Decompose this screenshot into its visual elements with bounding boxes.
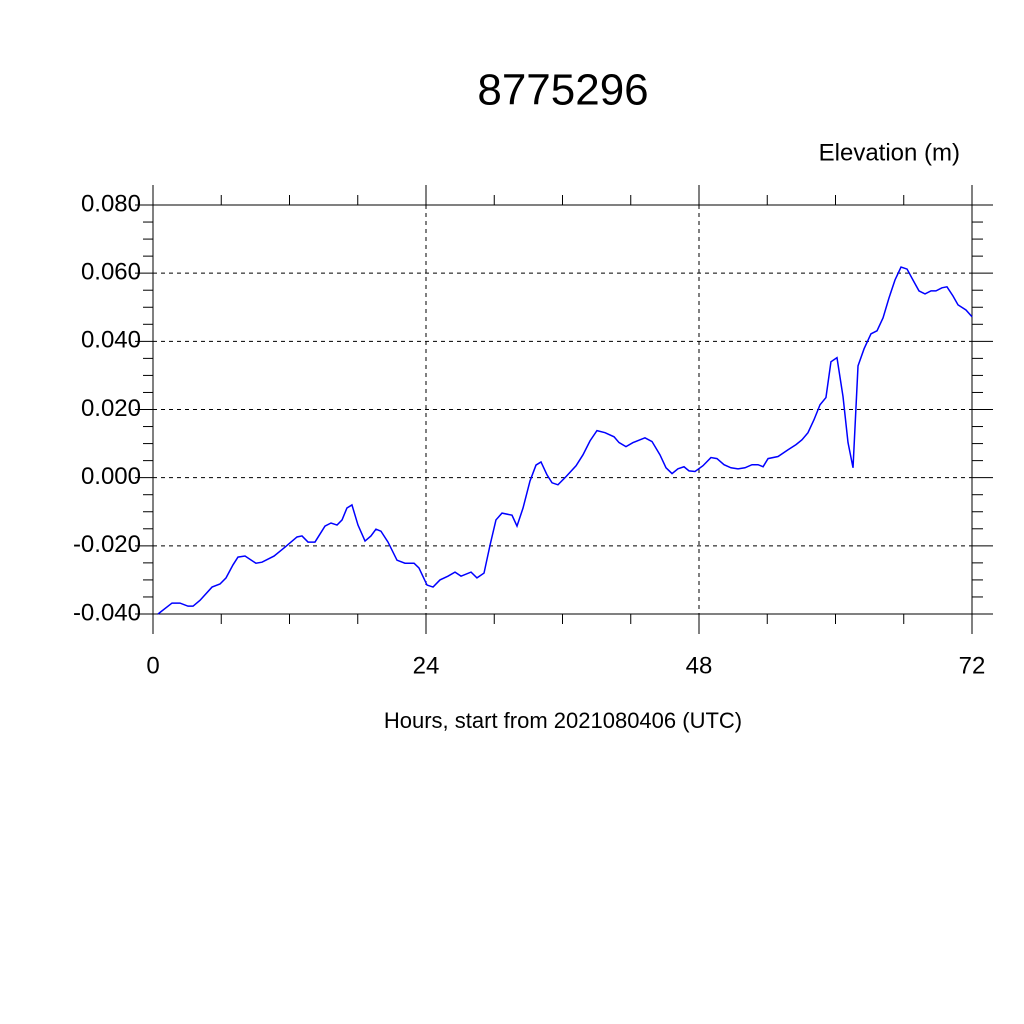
chart-title: 8775296 — [477, 66, 648, 115]
y-tick-label: 0.040 — [81, 327, 141, 354]
x-tick-label: 24 — [413, 652, 440, 679]
y-tick-label: 0.020 — [81, 395, 141, 422]
y-tick-label: 0.060 — [81, 259, 141, 286]
x-tick-label: 48 — [686, 652, 713, 679]
x-tick-label: 72 — [959, 652, 986, 679]
x-tick-label: 0 — [146, 652, 159, 679]
data-line — [157, 266, 973, 615]
y-tick-label: 0.080 — [81, 190, 141, 217]
chart-subtitle: Elevation (m) — [819, 139, 960, 166]
y-tick-label: -0.020 — [73, 531, 141, 558]
y-tick-label: -0.040 — [73, 599, 141, 626]
plot-frame — [152, 204, 973, 615]
y-tick-label: 0.000 — [81, 463, 141, 490]
x-axis-label: Hours, start from 2021080406 (UTC) — [384, 708, 742, 733]
